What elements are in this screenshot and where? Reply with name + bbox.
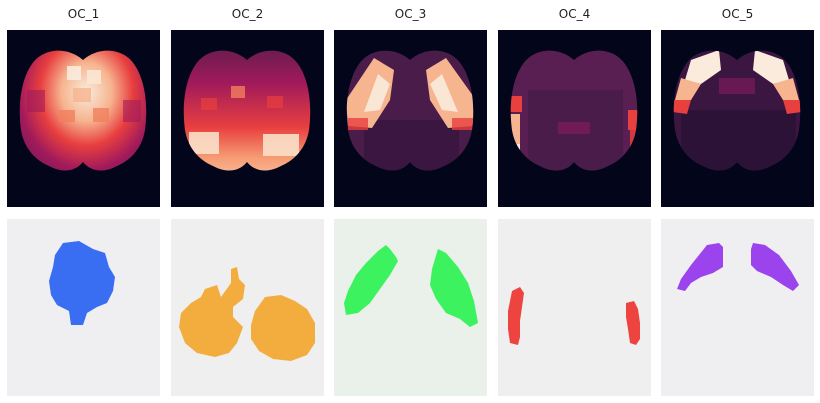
brain-heatmap-oc5 <box>661 30 814 207</box>
brain-heatmap-oc1 <box>7 30 160 207</box>
column-title-oc3: OC_3 <box>334 5 487 23</box>
brain-heatmap-oc3 <box>334 30 487 207</box>
brain-heatmap-oc4 <box>498 30 651 207</box>
heatmap-panel-oc1 <box>7 30 160 207</box>
column-title-oc2: OC_2 <box>171 5 324 23</box>
column-title-oc1: OC_1 <box>7 5 160 23</box>
heatmap-panel-oc2 <box>171 30 324 207</box>
component-mask-oc4 <box>498 219 651 396</box>
mask-panel-oc4 <box>498 219 651 396</box>
heatmap-panel-oc5 <box>661 30 814 207</box>
component-mask-oc3 <box>334 219 487 396</box>
column-title-oc4: OC_4 <box>498 5 651 23</box>
heatmap-panel-oc3 <box>334 30 487 207</box>
heatmap-panel-oc4 <box>498 30 651 207</box>
brain-heatmap-oc2 <box>171 30 324 207</box>
component-mask-oc5 <box>661 219 814 396</box>
component-mask-oc1 <box>7 219 160 396</box>
mask-panel-oc1 <box>7 219 160 396</box>
mask-panel-oc5 <box>661 219 814 396</box>
mask-panel-oc3 <box>334 219 487 396</box>
column-title-oc5: OC_5 <box>661 5 814 23</box>
mask-panel-oc2 <box>171 219 324 396</box>
component-mask-oc2 <box>171 219 324 396</box>
